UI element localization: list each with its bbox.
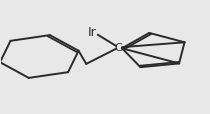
Text: Ir: Ir xyxy=(88,26,97,39)
Text: C: C xyxy=(115,43,122,53)
